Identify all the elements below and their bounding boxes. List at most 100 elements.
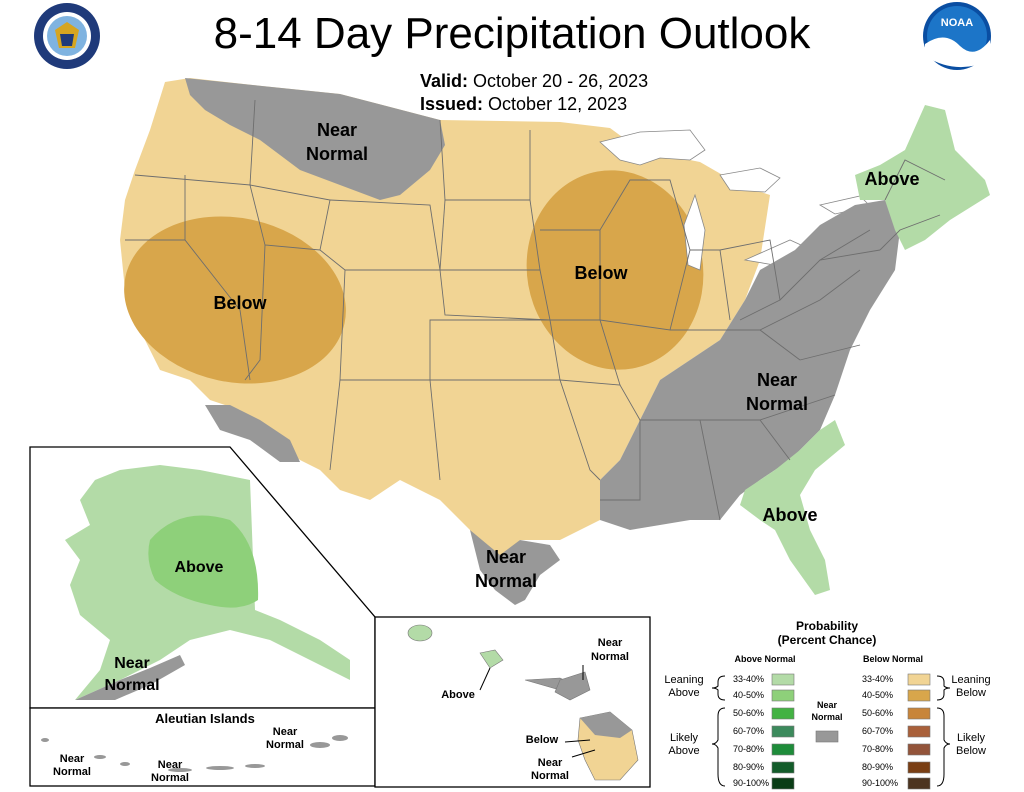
valid-line: Valid: October 20 - 26, 2023 xyxy=(420,70,648,92)
conus-above-southeast xyxy=(740,420,845,595)
legend-title-1: Probability xyxy=(796,619,858,633)
label-aleut-near-3: Near xyxy=(273,726,298,738)
legend-above-swatches xyxy=(771,673,795,790)
label-aleut-normal-3: Normal xyxy=(266,739,304,751)
legend-above-range-1: 40-50% xyxy=(733,690,764,700)
swatch-below-90-100 xyxy=(907,777,931,790)
label-below-west: Below xyxy=(213,293,267,313)
label-hi-below: Below xyxy=(526,734,559,746)
swatch-above-90-100 xyxy=(771,777,795,790)
conus-above-northeast xyxy=(855,105,990,250)
swatch-below-80-90 xyxy=(907,761,931,774)
label-hi-normal-2: Normal xyxy=(531,770,569,782)
legend-above-range-6: 90-100% xyxy=(733,778,769,788)
legend-leaning-above-1: Leaning xyxy=(664,674,703,686)
legend-below-ranges: 33-40% 40-50% 50-60% 60-70% 70-80% 80-90… xyxy=(862,674,898,788)
aleutian-title: Aleutian Islands xyxy=(155,711,255,726)
swatch-below-60-70 xyxy=(907,725,931,738)
alaska-above-likely-region xyxy=(148,515,259,608)
label-near-normal-tx-2: Normal xyxy=(475,571,537,591)
hawaii-leader-lines xyxy=(479,665,596,758)
legend-below-range-2: 50-60% xyxy=(862,708,893,718)
label-alaska-near: Near xyxy=(114,655,150,672)
noaa-logo: NOAA xyxy=(923,2,991,70)
label-hi-near-2: Near xyxy=(538,757,563,769)
label-below-midwest: Below xyxy=(574,263,628,283)
legend-above-range-2: 50-60% xyxy=(733,708,764,718)
legend-above-range-0: 33-40% xyxy=(733,674,764,684)
swatch-below-70-80 xyxy=(907,743,931,756)
legend-leaning-below-2: Below xyxy=(956,687,986,699)
legend-near-1: Near xyxy=(817,700,838,710)
legend-below-range-6: 90-100% xyxy=(862,778,898,788)
label-near-normal-nw-1: Near xyxy=(317,120,357,140)
label-near-normal-tx-1: Near xyxy=(486,547,526,567)
noaa-logo-text: NOAA xyxy=(941,17,973,29)
commerce-seal-logo xyxy=(34,3,100,69)
legend: Probability (Percent Chance) Above Norma… xyxy=(664,619,991,790)
label-hi-near-1: Near xyxy=(598,637,623,649)
legend-leaning-below-1: Leaning xyxy=(951,674,990,686)
issued-label: Issued: xyxy=(420,94,484,114)
swatch-below-50-60 xyxy=(907,707,931,720)
issued-line: Issued: October 12, 2023 xyxy=(420,93,627,115)
legend-above-range-3: 60-70% xyxy=(733,726,764,736)
label-aleut-near-2: Near xyxy=(158,759,183,771)
legend-title-2: (Percent Chance) xyxy=(778,633,877,647)
valid-dates: October 20 - 26, 2023 xyxy=(473,71,649,91)
label-aleut-normal-1: Normal xyxy=(53,766,91,778)
label-near-normal-se-1: Near xyxy=(757,370,797,390)
swatch-above-60-70 xyxy=(771,725,795,738)
swatch-above-80-90 xyxy=(771,761,795,774)
label-aleut-normal-2: Normal xyxy=(151,772,189,784)
conus-near-normal-northwest xyxy=(185,78,445,200)
swatch-above-33-40 xyxy=(771,673,795,686)
swatch-above-50-60 xyxy=(771,707,795,720)
label-near-normal-se-2: Normal xyxy=(746,394,808,414)
legend-above-ranges: 33-40% 40-50% 50-60% 60-70% 70-80% 80-90… xyxy=(733,674,769,788)
legend-likely-below-1: Likely xyxy=(957,732,986,744)
label-above-fl: Above xyxy=(762,505,817,525)
label-above-ne: Above xyxy=(864,169,919,189)
legend-below-normal-header: Below Normal xyxy=(863,654,923,664)
swatch-below-33-40 xyxy=(907,673,931,686)
conus-near-normal-southwest xyxy=(205,405,300,462)
legend-above-range-5: 80-90% xyxy=(733,762,764,772)
island-maui xyxy=(554,671,591,701)
label-alaska-above: Above xyxy=(175,559,224,576)
label-hi-normal-1: Normal xyxy=(591,651,629,663)
legend-below-range-0: 33-40% xyxy=(862,674,893,684)
legend-above-normal-header: Above Normal xyxy=(734,654,795,664)
state-boundaries xyxy=(125,99,946,521)
legend-braces xyxy=(711,675,951,787)
alaska-inset: Above Near Normal xyxy=(29,446,376,709)
aleutian-inset: Aleutian Islands Near Normal Near Normal… xyxy=(29,707,376,787)
legend-below-range-3: 60-70% xyxy=(862,726,893,736)
legend-likely-above-1: Likely xyxy=(670,732,699,744)
issued-date: October 12, 2023 xyxy=(488,94,628,114)
legend-leaning-above-2: Above xyxy=(668,687,699,699)
conus-near-normal-texas-coast xyxy=(470,530,560,605)
map-title: 8-14 Day Precipitation Outlook xyxy=(213,9,811,58)
legend-likely-below-2: Below xyxy=(956,745,986,757)
legend-likely-above-2: Above xyxy=(668,745,699,757)
aleutian-islands-shapes xyxy=(41,735,348,772)
legend-below-range-4: 70-80% xyxy=(862,744,893,754)
hawaii-inset: Near Normal Above Below Near Normal xyxy=(374,616,651,788)
swatch-above-40-50 xyxy=(771,689,795,702)
conus-below-west-region xyxy=(124,216,346,384)
legend-below-range-1: 40-50% xyxy=(862,690,893,700)
legend-below-range-5: 80-90% xyxy=(862,762,893,772)
valid-label: Valid: xyxy=(420,71,469,91)
island-hawaii-near-normal xyxy=(580,712,632,738)
swatch-near-normal xyxy=(815,730,839,743)
island-oahu xyxy=(479,649,504,669)
legend-below-swatches xyxy=(907,673,931,790)
label-alaska-normal: Normal xyxy=(104,677,159,694)
great-lakes xyxy=(599,129,871,271)
legend-above-range-4: 70-80% xyxy=(733,744,764,754)
legend-near-2: Normal xyxy=(811,712,842,722)
island-kauai xyxy=(407,624,433,642)
label-aleut-near-1: Near xyxy=(60,753,85,765)
